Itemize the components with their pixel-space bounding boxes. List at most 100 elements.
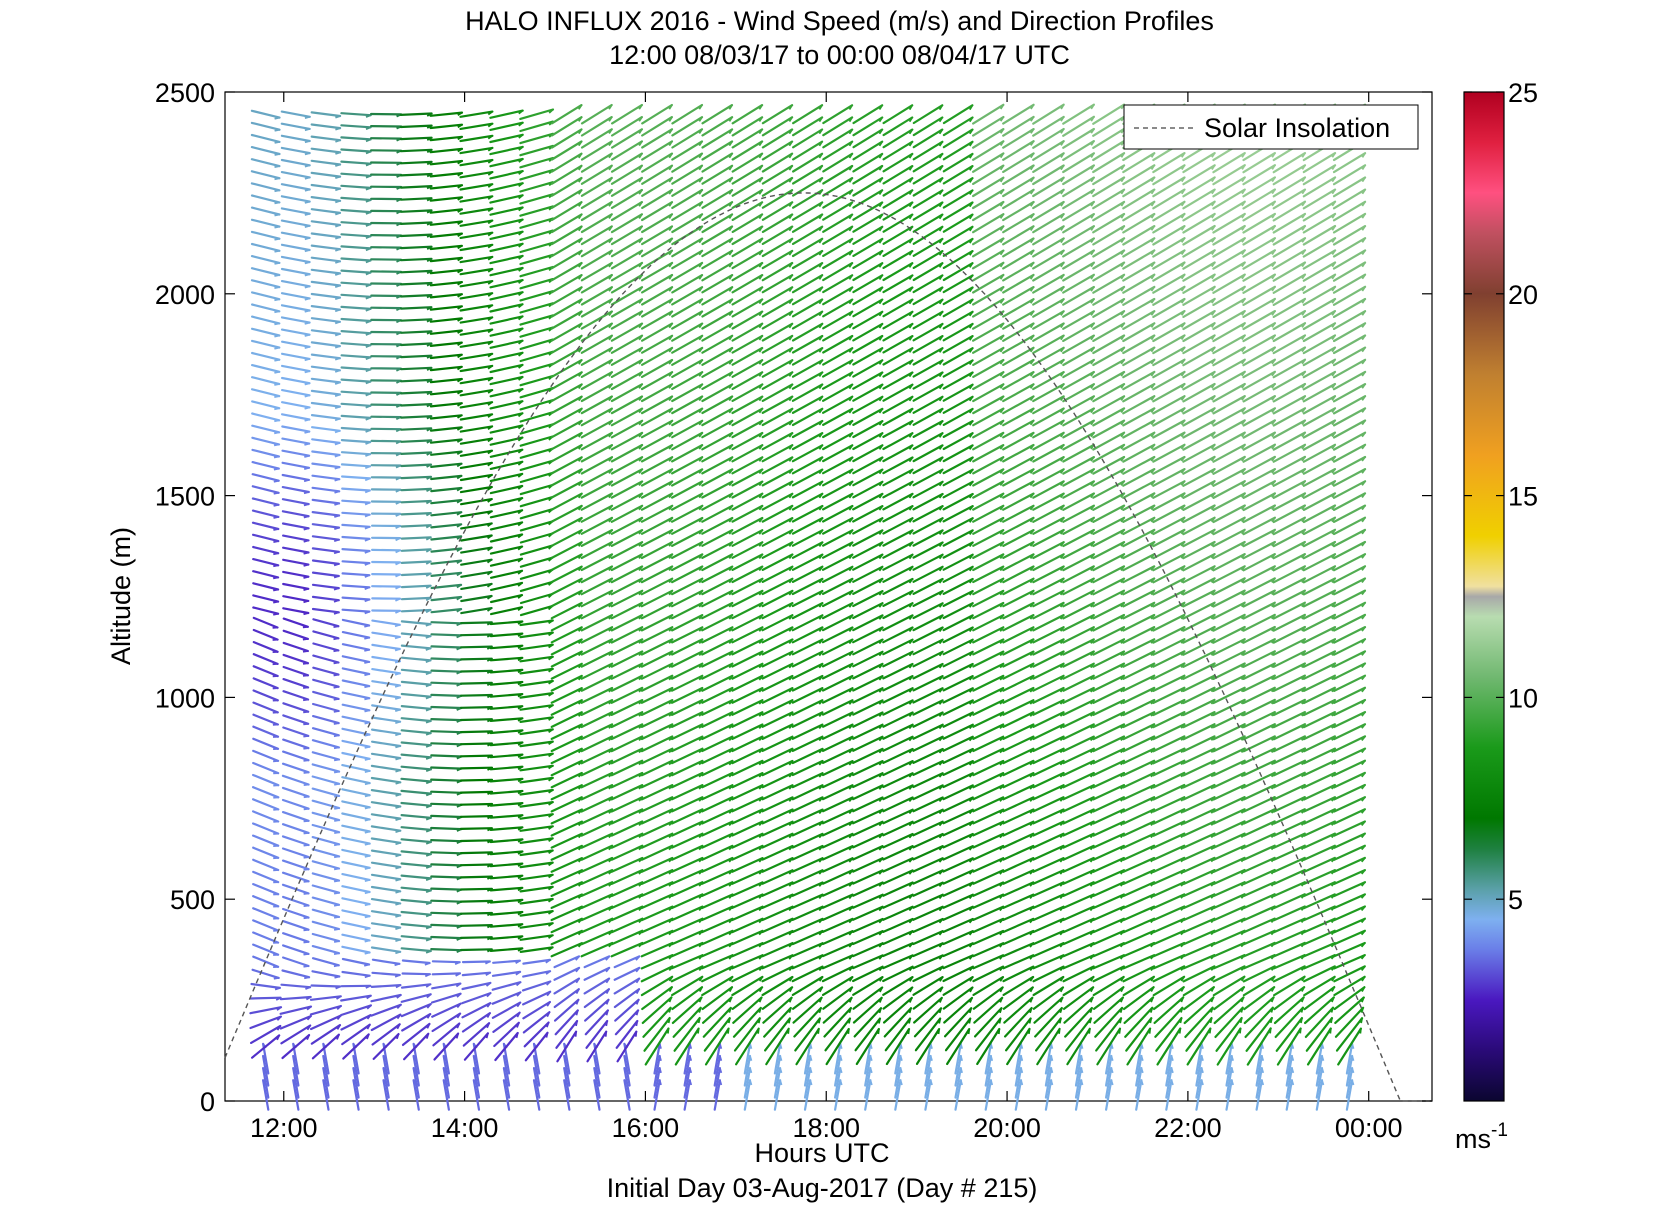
wind-barb [489, 533, 524, 543]
wind-barb [883, 1007, 913, 1038]
wind-barb-head [1150, 699, 1155, 705]
wind-barb-head [1120, 298, 1125, 304]
wind-barb [791, 322, 824, 342]
wind-barb [1002, 759, 1035, 777]
wind-barb [370, 801, 402, 808]
wind-barb-head [698, 517, 704, 523]
wind-barb-head [1090, 420, 1095, 426]
wind-barb-head [848, 954, 854, 960]
wind-barb-head [395, 878, 401, 882]
wind-barb [1104, 1042, 1113, 1075]
wind-barb [431, 960, 461, 964]
wind-barb [1122, 383, 1156, 403]
wind-barb-head [425, 983, 431, 988]
wind-barb-head [1150, 626, 1155, 632]
wind-barb [491, 991, 522, 1005]
wind-barb [882, 140, 914, 161]
wind-barb [490, 569, 524, 579]
wind-barb [882, 699, 914, 716]
wind-barb [882, 638, 914, 656]
wind-barb-head [638, 153, 643, 159]
wind-barb [821, 456, 854, 475]
wind-barb-head [487, 486, 493, 491]
wind-barb [1152, 808, 1186, 825]
wind-barb-head [878, 626, 884, 633]
wind-barb-head [577, 675, 583, 681]
wind-barb-head [273, 588, 279, 592]
wind-barb [640, 953, 674, 970]
wind-barb-head [938, 469, 944, 475]
wind-barb-head [486, 682, 493, 687]
wind-barb-head [456, 993, 462, 998]
wind-barb [400, 596, 432, 601]
wind-barb-head [939, 976, 944, 982]
wind-barb-head [728, 736, 734, 742]
wind-barb [400, 886, 432, 892]
wind-barb-head [938, 748, 944, 754]
wind-barb [429, 147, 464, 154]
wind-barb-head [968, 299, 974, 305]
wind-barb-head [818, 141, 823, 147]
wind-barb-head [425, 683, 431, 688]
wind-barb [251, 424, 281, 434]
wind-barb-head [938, 505, 944, 511]
wind-barb-head [1120, 565, 1125, 571]
wind-barb [341, 751, 371, 760]
wind-barb [821, 844, 854, 861]
wind-barb-head [879, 987, 883, 993]
wind-barb [731, 735, 764, 753]
wind-barb-head [333, 587, 340, 591]
wind-barb-head [758, 323, 763, 329]
wind-barb [1065, 1017, 1093, 1052]
wind-barb [610, 176, 644, 197]
wind-barb [580, 286, 614, 306]
wind-barb-head [456, 475, 462, 480]
wind-barb-head [728, 772, 734, 778]
wind-barb [791, 986, 824, 1010]
wind-barb-head [548, 898, 554, 903]
wind-barb-head [788, 383, 794, 390]
wind-barb-head [426, 451, 432, 456]
wind-barb [821, 723, 854, 740]
wind-barb [972, 808, 1005, 825]
wind-barb [1152, 820, 1186, 837]
wind-barb-head [364, 610, 370, 615]
wind-barb-head [878, 141, 883, 147]
wind-barb-head [578, 298, 583, 305]
wind-barb [400, 935, 432, 941]
wind-barb [700, 954, 734, 970]
wind-barb-head [364, 709, 370, 713]
wind-barb-head [999, 432, 1005, 438]
wind-barb-head [1020, 1055, 1024, 1062]
wind-barb-head [366, 1034, 370, 1040]
wind-barb [550, 905, 584, 922]
wind-barb-head [578, 201, 583, 207]
wind-barb [731, 140, 764, 161]
wind-barb [701, 686, 734, 704]
wind-barb [972, 480, 1005, 499]
wind-barb [1092, 975, 1125, 997]
wind-barb [912, 650, 944, 668]
wind-barb-head [518, 255, 524, 260]
wind-barb-head [999, 833, 1004, 839]
wind-barb [972, 383, 1005, 403]
wind-barb-head [578, 274, 583, 280]
wind-barb [701, 986, 734, 1011]
wind-barb [1062, 941, 1095, 958]
wind-barb [1092, 856, 1126, 873]
wind-barb [580, 431, 614, 451]
wind-barb [281, 461, 311, 469]
wind-barb [1062, 869, 1095, 885]
wind-barb [640, 346, 674, 366]
wind-barb [1033, 996, 1064, 1024]
wind-barb [671, 310, 704, 330]
wind-barb [1002, 893, 1035, 910]
wind-barb [971, 310, 1005, 330]
wind-barb-head [635, 955, 640, 961]
wind-barb-head [395, 720, 401, 725]
wind-barb [640, 419, 674, 439]
wind-barb [250, 267, 281, 277]
wind-barb-head [968, 1007, 973, 1014]
wind-barb-head [698, 225, 703, 232]
wind-barb [701, 747, 734, 765]
